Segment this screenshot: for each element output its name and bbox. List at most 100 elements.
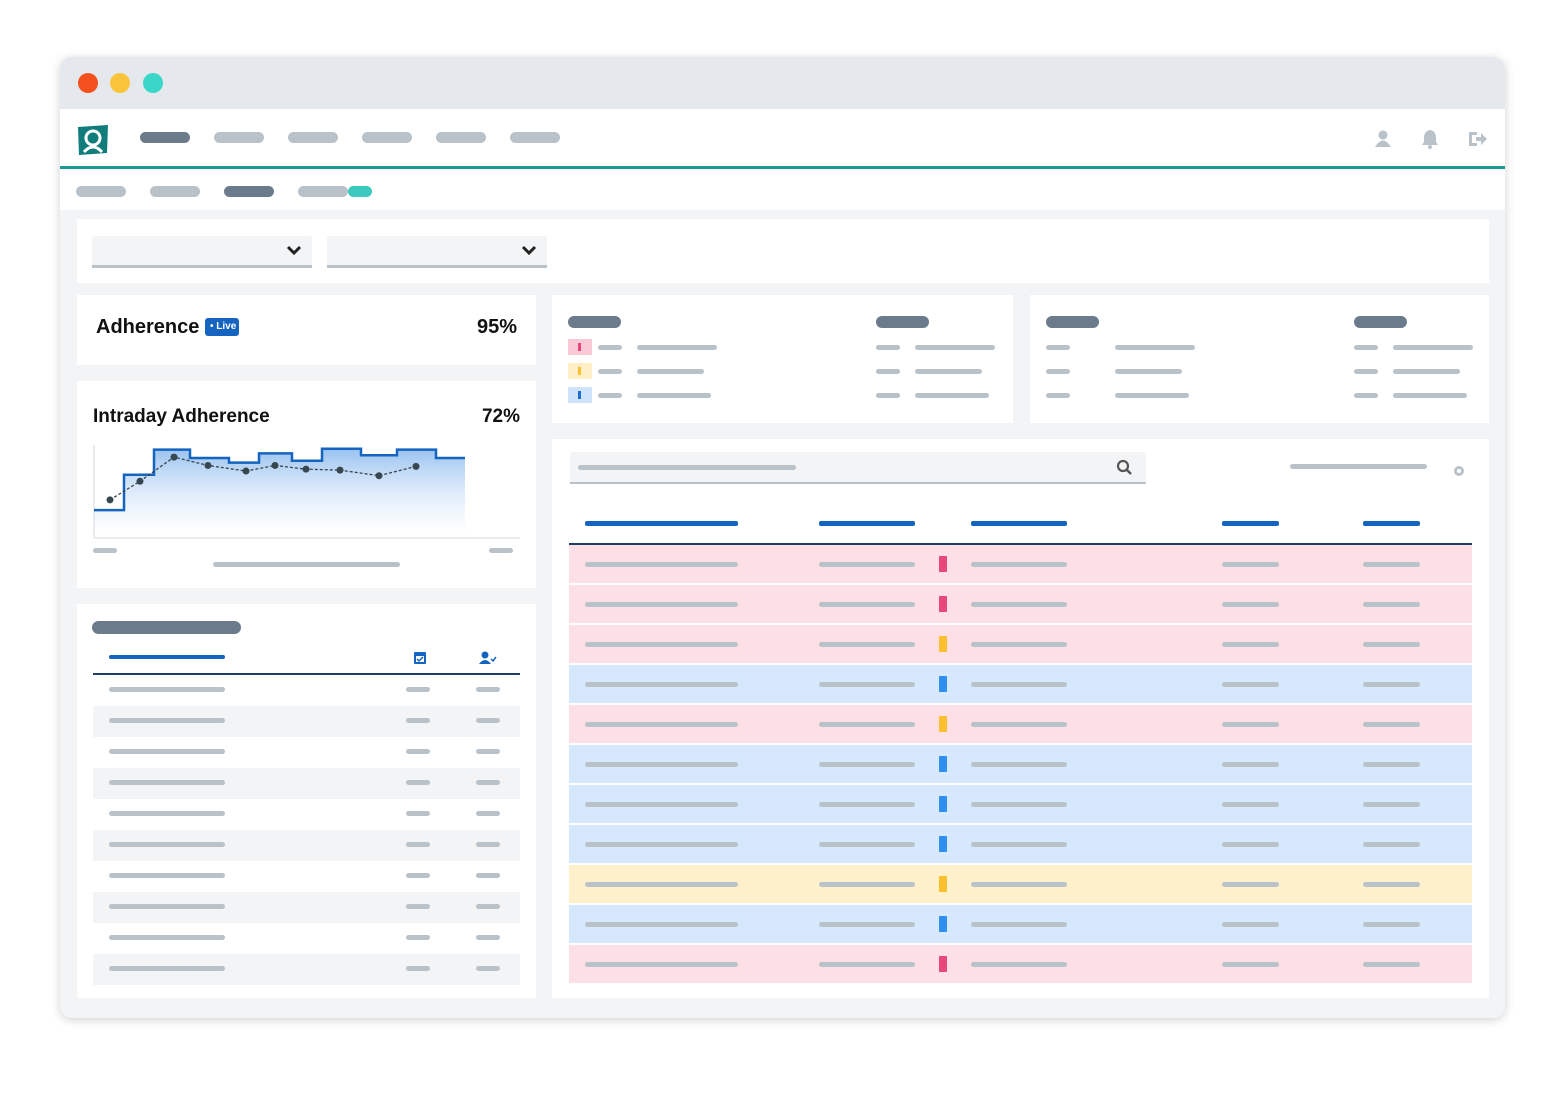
table-cell: [585, 601, 738, 607]
legend-cell: [876, 368, 900, 374]
sub-nav-item[interactable]: [224, 185, 274, 197]
status-marker: [939, 876, 947, 892]
list-cell: [476, 872, 500, 878]
table-cell: [1222, 561, 1279, 567]
nav-item[interactable]: [510, 131, 560, 143]
list-cell: [109, 779, 225, 785]
dropdown[interactable]: [92, 236, 312, 268]
list-cell: [476, 748, 500, 754]
table-cell: [585, 561, 738, 567]
maximize-button[interactable]: [143, 73, 163, 93]
table-header-bar: [585, 521, 738, 526]
legend-cell: [1115, 392, 1189, 398]
table-cell: [585, 801, 738, 807]
table-cell: [585, 961, 738, 967]
legend-cell: [637, 368, 704, 374]
list-cell: [406, 934, 430, 940]
adherence-title: Adherence: [96, 316, 200, 338]
table-cell: [819, 961, 915, 967]
table-cell: [1222, 681, 1279, 687]
list-cell: [476, 717, 500, 723]
nav-bar: [60, 109, 1505, 169]
nav-item[interactable]: [214, 131, 264, 143]
axis-placeholder: [213, 561, 400, 567]
legend-cell: [598, 392, 622, 398]
table-cell: [819, 841, 915, 847]
minimize-button[interactable]: [110, 73, 130, 93]
legend-cell: [637, 344, 717, 350]
table-cell: [819, 921, 915, 927]
table-setting: [1290, 463, 1427, 469]
list-cell: [406, 872, 430, 878]
sub-nav-item[interactable]: [150, 185, 200, 197]
list-cell: [109, 686, 225, 692]
status-marker: [939, 836, 947, 852]
list-cell: [476, 903, 500, 909]
chevron: [521, 245, 537, 256]
legend-marker: [578, 391, 581, 399]
table-cell: [585, 921, 738, 927]
table-cell: [971, 881, 1067, 887]
table-header-bar: [1363, 521, 1420, 526]
legend-cell: [1354, 368, 1378, 374]
legend-cell: [1354, 392, 1378, 398]
list-cell: [109, 748, 225, 754]
filter-panel: [77, 219, 1489, 283]
list-cell: [406, 965, 430, 971]
table-cell: [585, 881, 738, 887]
table-header-bar: [971, 521, 1067, 526]
legend-cell: [1046, 392, 1070, 398]
table-cell: [819, 641, 915, 647]
legend-cell: [637, 392, 711, 398]
list-cell: [406, 779, 430, 785]
list-cell: [109, 717, 225, 723]
table-cell: [819, 601, 915, 607]
legend-title: [1046, 316, 1099, 328]
table-cell: [585, 721, 738, 727]
chevron: [286, 245, 302, 256]
bell-icon[interactable]: [1421, 129, 1439, 149]
nav-item[interactable]: [436, 131, 486, 143]
nav-item[interactable]: [288, 131, 338, 143]
table-cell: [819, 721, 915, 727]
table-cell: [819, 881, 915, 887]
list-cell: [406, 810, 430, 816]
legend-cell: [1354, 344, 1378, 350]
user-icon[interactable]: [1375, 130, 1391, 148]
list-cell: [476, 934, 500, 940]
list-cell: [109, 872, 225, 878]
list-header-bar: [109, 655, 225, 659]
table-cell: [819, 801, 915, 807]
list-cell: [476, 965, 500, 971]
status-marker: [939, 756, 947, 772]
logo[interactable]: [76, 124, 110, 156]
logout-icon[interactable]: [1468, 130, 1488, 148]
legend-cell: [1115, 368, 1182, 374]
close-button[interactable]: [78, 73, 98, 93]
table-cell: [1363, 761, 1420, 767]
dropdown[interactable]: [327, 236, 547, 268]
intraday-value: 72%: [481, 406, 520, 427]
title-bar: [60, 57, 1505, 109]
table-cell: [1363, 801, 1420, 807]
sub-nav: [60, 170, 1505, 210]
sub-nav-item[interactable]: [298, 185, 348, 197]
intraday-title: Intraday Adherence: [93, 406, 270, 427]
table-cell: [1222, 601, 1279, 607]
legend-title: [568, 316, 621, 328]
legend-title: [876, 316, 929, 328]
list-header-line: [93, 673, 520, 675]
table-cell: [1222, 761, 1279, 767]
legend-cell: [598, 344, 622, 350]
table-cell: [1363, 921, 1420, 927]
legend-card: [1030, 295, 1489, 423]
legend-cell: [915, 344, 995, 350]
legend-cell: [876, 392, 900, 398]
nav-item[interactable]: [362, 131, 412, 143]
axis-placeholder: [93, 547, 117, 553]
sub-nav-item[interactable]: [76, 185, 126, 197]
table-cell: [1222, 881, 1279, 887]
legend-cell: [915, 392, 989, 398]
nav-item[interactable]: [140, 131, 190, 143]
list-cell: [476, 686, 500, 692]
